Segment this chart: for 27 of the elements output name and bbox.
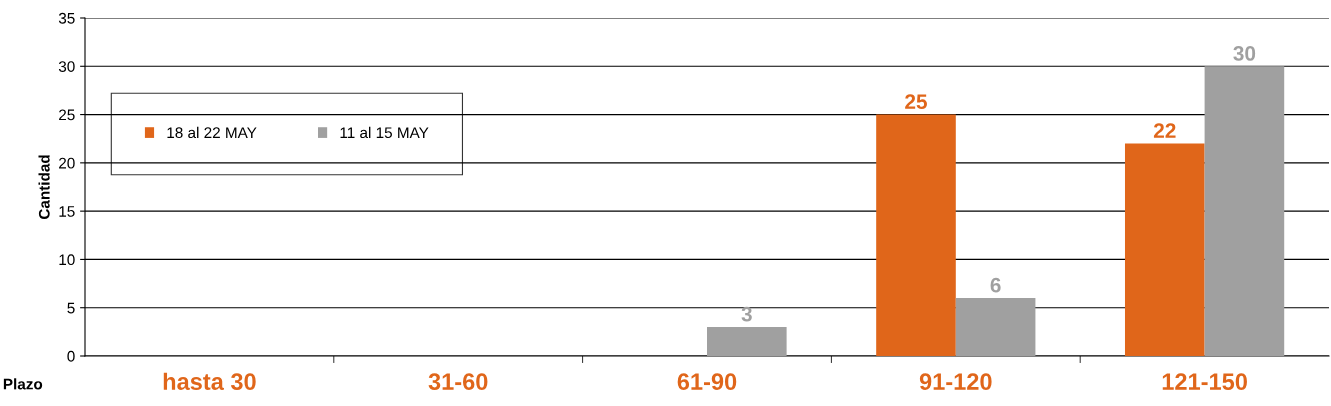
x-tick-label: 61-90: [677, 373, 737, 391]
y-tick-label: 35: [58, 12, 75, 24]
bar: [876, 114, 956, 356]
y-tick-label: 25: [59, 109, 75, 121]
legend-label: 11 al 15 MAY: [340, 126, 429, 139]
data-label: 3: [741, 306, 752, 322]
y-tick-label: 15: [59, 206, 75, 217]
x-axis-title: Plazo: [3, 378, 43, 390]
bar: [1124, 143, 1205, 356]
bar: [707, 327, 787, 356]
bar: [1204, 66, 1285, 356]
legend-label: 18 al 22 MAY: [167, 126, 257, 139]
x-tick-label: 31-60: [428, 373, 488, 391]
x-tick-label: 121-150: [1162, 373, 1247, 391]
y-axis-title: Cantidad: [38, 155, 50, 220]
x-tick-label: hasta 30: [163, 372, 256, 391]
y-tick-label: 10: [59, 254, 75, 266]
data-label: 6: [990, 277, 1001, 293]
y-tick-label: 20: [59, 157, 75, 169]
bar: [955, 298, 1036, 356]
y-tick-label: 0: [67, 350, 75, 362]
x-tick-label: 91-120: [919, 373, 992, 391]
y-tick-label: 5: [67, 302, 75, 314]
data-label: 25: [905, 94, 927, 110]
y-tick-label: 30: [58, 61, 75, 72]
data-label: 22: [1153, 123, 1176, 138]
data-label: 30: [1233, 46, 1256, 61]
